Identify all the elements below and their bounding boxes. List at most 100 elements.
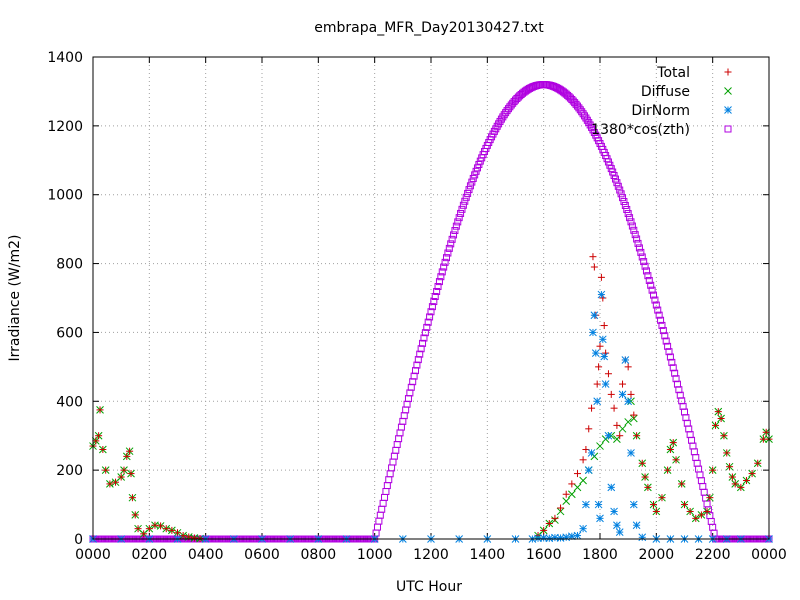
data-point-cos-zth — [699, 482, 707, 490]
data-point-cos-zth — [672, 375, 680, 383]
data-point-cos-zth — [464, 189, 472, 197]
data-point-total — [595, 363, 603, 371]
x-axis-ticks: 0000 0200 0400 0600 0800 1000 1200 1400 1600 1800… — [75, 57, 787, 563]
data-point-cos-zth — [630, 226, 638, 234]
data-point-cos-zth — [638, 253, 646, 261]
data-point-cos-zth — [631, 231, 639, 239]
data-point-cos-zth — [399, 417, 407, 425]
data-point-cos-zth — [471, 171, 479, 179]
data-point-total — [630, 411, 638, 419]
data-point-dirnorm — [579, 524, 587, 533]
data-point-cos-zth — [657, 316, 665, 324]
data-point-cos-zth — [642, 267, 650, 275]
x-tick-label: 1400 — [470, 547, 506, 563]
data-point-cos-zth — [376, 511, 384, 519]
data-point-cos-zth — [621, 201, 629, 209]
data-point-total — [692, 514, 700, 522]
data-point-cos-zth — [641, 262, 649, 270]
data-point-cos-zth — [658, 321, 666, 329]
data-point-cos-zth — [623, 205, 631, 213]
data-point-cos-zth — [424, 318, 432, 326]
data-point-cos-zth — [710, 529, 718, 537]
legend-label: Total — [656, 65, 690, 81]
data-point-cos-zth — [423, 323, 431, 331]
data-point-total — [540, 526, 548, 534]
data-point-total — [545, 520, 553, 528]
data-point-total — [168, 526, 176, 534]
data-point-cos-zth — [696, 471, 704, 479]
data-point-cos-zth — [668, 358, 676, 366]
data-point-cos-zth — [637, 248, 645, 256]
y-tick-label: 1000 — [47, 188, 83, 204]
data-point-dirnorm — [582, 500, 590, 509]
data-point-cos-zth — [462, 193, 470, 201]
data-point-total — [162, 525, 170, 533]
data-point-cos-zth — [373, 523, 381, 531]
data-point-cos-zth — [683, 419, 691, 427]
data-point-cos-zth — [661, 332, 669, 340]
data-point-total — [644, 483, 652, 491]
data-point-total — [596, 342, 604, 350]
data-point-cos-zth — [671, 369, 679, 377]
legend-marker — [724, 125, 732, 133]
data-point-cos-zth — [647, 281, 655, 289]
data-point-total — [134, 525, 142, 533]
data-point-total — [593, 380, 601, 388]
legend: Total Diffuse DirNorm 1380*cos(zth) — [591, 65, 732, 138]
data-point-cos-zth — [397, 423, 405, 431]
data-point-total — [127, 470, 135, 478]
data-point-total — [120, 466, 128, 474]
data-point-cos-zth — [627, 218, 635, 226]
data-point-total — [112, 478, 120, 486]
data-point-cos-zth — [654, 306, 662, 314]
data-point-cos-zth — [428, 303, 436, 311]
data-point-dirnorm — [632, 521, 641, 530]
data-point-dirnorm — [591, 349, 600, 357]
data-point-diffuse — [579, 476, 587, 485]
data-point-cos-zth — [697, 477, 705, 485]
data-point-total — [650, 501, 658, 509]
y-axis-ticks: 0 200 400 600 800 1000 1200 1400 — [47, 50, 769, 548]
data-point-total — [754, 459, 762, 467]
data-point-cos-zth — [692, 454, 700, 462]
legend-marker — [724, 106, 732, 114]
data-point-cos-zth — [693, 459, 701, 467]
data-point-total — [616, 432, 624, 440]
data-point-total — [742, 476, 750, 484]
data-point-total — [723, 449, 731, 457]
data-point-total — [681, 501, 688, 509]
data-point-cos-zth — [461, 197, 469, 205]
x-tick-label: 2200 — [695, 547, 731, 563]
data-point-cos-zth — [613, 179, 621, 187]
data-point-total — [703, 507, 711, 515]
data-point-cos-zth — [681, 408, 688, 416]
data-point-total — [557, 504, 565, 512]
data-point-cos-zth — [469, 174, 477, 182]
data-point-cos-zth — [685, 425, 693, 433]
data-point-total — [697, 511, 705, 519]
data-point-cos-zth — [457, 209, 465, 217]
data-point-cos-zth — [468, 178, 476, 186]
data-point-cos-zth — [402, 406, 410, 414]
data-point-total — [551, 514, 559, 522]
data-point-cos-zth — [655, 311, 663, 319]
data-point-total — [102, 466, 110, 474]
data-point-total — [589, 253, 597, 261]
data-point-cos-zth — [445, 244, 453, 252]
data-point-total — [590, 263, 598, 271]
data-point-cos-zth — [682, 414, 690, 422]
data-point-total — [106, 480, 114, 488]
data-point-dirnorm — [604, 431, 613, 440]
data-point-cos-zth — [662, 337, 670, 345]
data-point-total — [585, 425, 593, 433]
data-point-total — [717, 415, 725, 422]
data-point-cos-zth — [458, 205, 466, 213]
data-point-cos-zth — [451, 227, 459, 235]
data-point-cos-zth — [706, 512, 714, 520]
data-point-total — [627, 390, 635, 398]
data-point-cos-zth — [619, 194, 627, 202]
data-point-total — [597, 273, 605, 281]
data-point-diffuse — [573, 483, 582, 492]
data-point-cos-zth — [614, 182, 622, 190]
